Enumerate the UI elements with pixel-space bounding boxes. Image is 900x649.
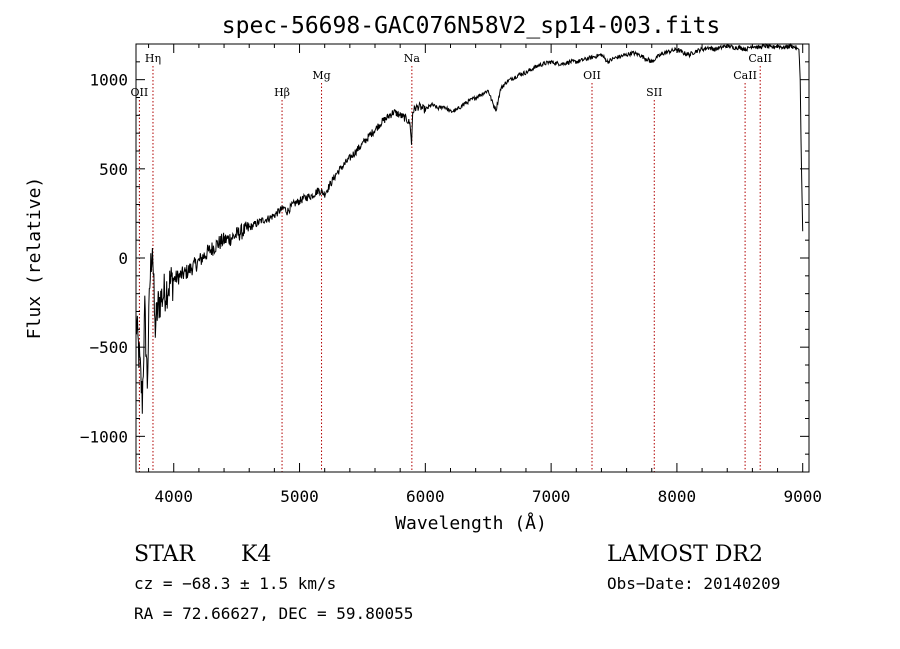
spectrum-line [135, 42, 804, 414]
spectral-line-label: Hη [145, 52, 161, 65]
x-axis-label: Wavelength (Å) [395, 512, 547, 534]
spectral-line-label: Mg [312, 69, 330, 82]
x-tick-label: 4000 [154, 487, 193, 506]
redshift-cz: cz = −68.3 ± 1.5 km/s [134, 574, 336, 593]
y-tick-label: −500 [89, 338, 128, 357]
x-tick-label: 5000 [280, 487, 319, 506]
coordinates: RA = 72.66627, DEC = 59.80055 [134, 604, 413, 623]
x-tick-label: 8000 [658, 487, 697, 506]
spectral-line-label: OII [131, 86, 149, 99]
x-axis: 4000 5000 6000 7000 8000 9000 [148, 44, 822, 506]
survey-name: LAMOST DR2 [607, 542, 763, 567]
spectral-line-label: Hβ [274, 86, 290, 99]
spectral-line-markers: OII Hη Hβ Mg Na OII SII CaII CaII [131, 52, 772, 472]
x-tick-label: 7000 [532, 487, 571, 506]
y-axis-label: Flux (relative) [24, 177, 45, 340]
y-tick-label: −1000 [80, 427, 128, 446]
object-class: STAR [134, 542, 196, 567]
spectral-line-label: CaII [748, 52, 772, 65]
spectral-line-label: SII [646, 86, 662, 99]
spectral-line-label: CaII [733, 69, 757, 82]
y-tick-label: 500 [99, 160, 128, 179]
spectral-line-label: OII [583, 69, 601, 82]
object-subclass: K4 [241, 542, 271, 567]
y-tick-label: 0 [118, 249, 128, 268]
x-tick-label: 9000 [783, 487, 822, 506]
x-tick-label: 6000 [406, 487, 445, 506]
spectral-line-label: Na [404, 52, 421, 65]
y-tick-label: 1000 [89, 71, 128, 90]
chart-title: spec-56698-GAC076N58V2_sp14-003.fits [222, 13, 721, 39]
y-axis: −1000 −500 0 500 1000 [80, 61, 809, 455]
plot-frame [135, 43, 810, 473]
obs-date: Obs−Date: 20140209 [607, 574, 780, 593]
